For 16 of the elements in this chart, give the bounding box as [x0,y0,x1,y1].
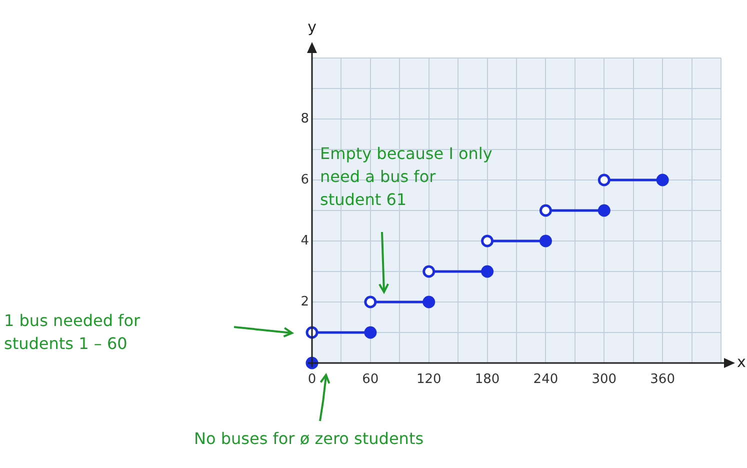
y-tick-label: 6 [300,172,309,188]
x-tick-label: 240 [533,372,558,388]
x-tick-label: 360 [650,372,675,388]
x-tick-label: 60 [362,372,379,388]
y-axis-title: y [308,18,317,36]
y-tick-label: 2 [300,294,309,310]
y-tick-label: 4 [300,233,309,248]
x-axis-title: x [737,352,746,371]
text: 1 bus needed for students 1 – 60 [4,310,142,355]
text: No buses for ø zero students [194,428,425,450]
annotation: Empty because I only need a bus for student 61 [320,143,494,211]
y-tick-label: 8 [300,111,309,126]
x-tick-label: 120 [416,372,442,388]
x-tick-label: 180 [474,372,500,388]
x-tick-label: 300 [592,372,617,388]
x-tick-label: 0 [308,372,316,388]
